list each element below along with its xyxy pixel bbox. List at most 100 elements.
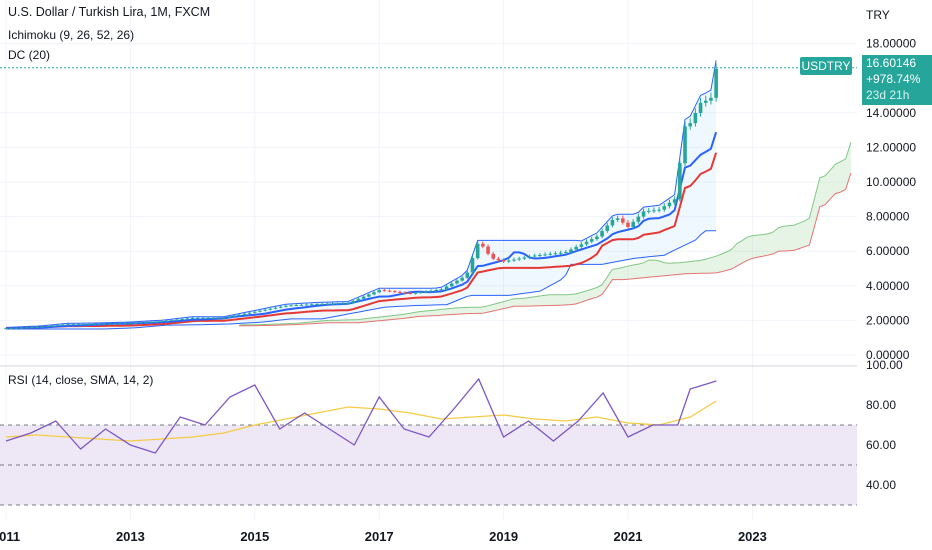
candle-body: [9, 327, 13, 329]
price-tick-label: 12.00000: [866, 140, 916, 154]
time-tick-label: 2023: [738, 529, 767, 544]
candle-body: [118, 323, 122, 325]
candle-body: [71, 324, 76, 326]
rsi-legend[interactable]: RSI (14, close, SMA, 14, 2): [8, 373, 154, 387]
candle-body: [237, 314, 242, 316]
candle-body: [24, 327, 29, 329]
candle-body: [387, 290, 392, 292]
price-tick-label: 4.00000: [866, 279, 910, 293]
candle-body: [470, 258, 475, 273]
candle-body: [19, 327, 24, 329]
candle-body: [310, 304, 314, 306]
candle-body: [138, 322, 143, 324]
ichimoku-legend[interactable]: Ichimoku (9, 26, 52, 26): [8, 28, 135, 42]
candle-body: [367, 294, 371, 297]
candle-body: [532, 255, 537, 257]
rsi-tick-label: 100.00: [866, 358, 903, 372]
candle-body: [678, 163, 682, 200]
candle-body: [206, 317, 210, 319]
candle-body: [392, 291, 397, 293]
candle-body: [377, 290, 381, 293]
candle-body: [610, 219, 615, 226]
candle-body: [548, 253, 553, 255]
candle-body: [595, 236, 599, 240]
kijun-sen: [5, 152, 718, 330]
candle-body: [475, 243, 480, 259]
time-tick-label: 2013: [116, 529, 145, 544]
candle-body: [35, 326, 39, 328]
candle-body: [501, 260, 506, 262]
time-axis[interactable]: 2011 2013 2015 2017 2019 2021 2023: [0, 529, 767, 544]
candle-body: [553, 253, 558, 255]
candle-body: [45, 326, 50, 328]
candle-body: [66, 324, 70, 326]
candle-body: [133, 322, 138, 324]
candle-body: [284, 305, 288, 307]
candle-body: [107, 323, 112, 325]
candle-body: [325, 303, 330, 305]
candle-body: [149, 321, 153, 323]
candle-body: [242, 313, 247, 315]
candle-body: [201, 317, 205, 319]
candle-body: [662, 206, 667, 210]
rsi-tick-label: 60.00: [866, 438, 896, 452]
candle-body: [50, 325, 55, 327]
time-tick-label: 2011: [0, 529, 20, 544]
candle-body: [320, 303, 324, 305]
rsi-pane: [0, 377, 857, 506]
bar-countdown: 23d 21h: [866, 88, 910, 102]
candle-body: [76, 324, 81, 326]
candle-body: [299, 304, 304, 306]
price-tick-label: 18.00000: [866, 37, 916, 51]
candle-body: [258, 310, 262, 312]
rsi-ma-line: [5, 400, 717, 442]
candle-body: [304, 304, 309, 306]
candle-body: [211, 317, 216, 319]
dc-upper: [5, 60, 717, 328]
candle-body: [408, 293, 413, 295]
rsi-tick-label: 40.00: [866, 478, 896, 492]
candle-body: [361, 296, 366, 299]
candle-body: [170, 320, 174, 322]
candle-body: [268, 308, 273, 310]
candle-body: [159, 321, 164, 323]
symbol-title[interactable]: U.S. Dollar / Turkish Lira, 1M, FXCM: [8, 5, 211, 19]
candle-body: [346, 303, 350, 305]
price-tick-label: 6.00000: [866, 244, 910, 258]
candle-body: [657, 209, 661, 211]
price-axis[interactable]: 0.00000 2.00000 4.00000 6.00000 8.00000 10.00…: [866, 8, 916, 362]
candle-body: [40, 326, 45, 328]
candle-body: [688, 123, 692, 127]
candle-body: [506, 260, 511, 262]
dc-lower: [6, 230, 717, 330]
time-tick-label: 2019: [489, 529, 518, 544]
candle-body: [4, 328, 8, 330]
candle-body: [631, 221, 635, 227]
candle-body: [273, 307, 278, 309]
candle-body: [667, 202, 672, 207]
price-change: +978.74%: [866, 72, 921, 86]
candle-body: [128, 322, 133, 324]
candle-body: [641, 211, 646, 217]
candle-body: [465, 272, 470, 278]
candle-body: [113, 323, 117, 325]
donchian-legend[interactable]: DC (20): [8, 48, 51, 62]
candle-body: [698, 102, 703, 114]
candle-body: [481, 243, 485, 247]
candle-body: [626, 222, 630, 227]
candle-body: [164, 320, 169, 322]
candle-body: [455, 280, 459, 284]
candle-body: [123, 323, 128, 325]
time-tick-label: 2021: [614, 529, 643, 544]
candle-body: [221, 317, 226, 319]
candle-body: [418, 292, 423, 294]
candle-body: [714, 68, 718, 98]
candle-body: [289, 305, 293, 307]
rsi-axis[interactable]: 40.00 60.00 80.00 100.00: [866, 358, 903, 492]
last-price-value: 16.60146: [866, 56, 917, 70]
candle-body: [517, 258, 521, 260]
candle-body: [672, 199, 677, 203]
candle-body: [195, 317, 200, 319]
candle-body: [449, 283, 454, 287]
